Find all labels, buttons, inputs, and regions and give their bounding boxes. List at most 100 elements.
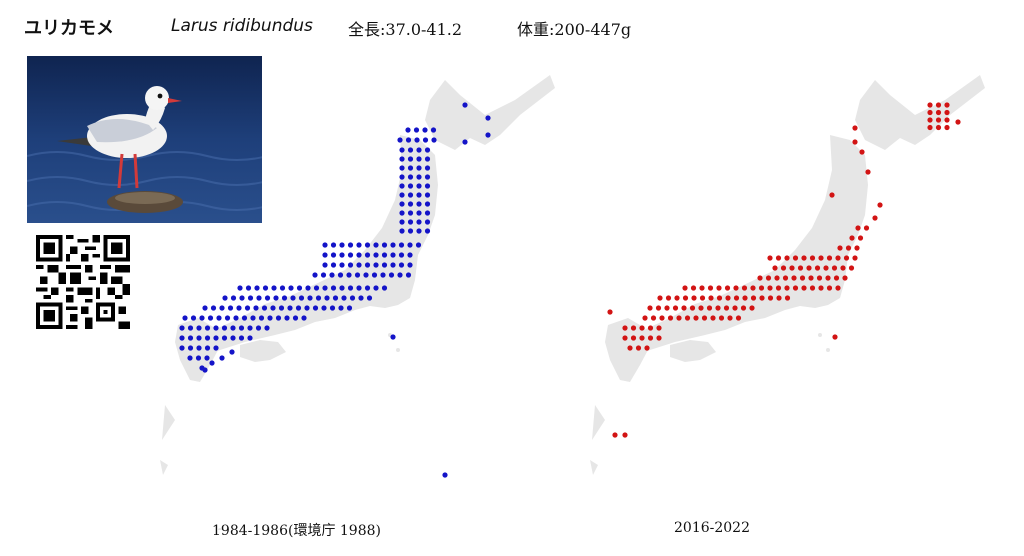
distribution-dot (425, 192, 430, 197)
distribution-dot (408, 219, 413, 224)
distribution-dot (331, 242, 336, 247)
distribution-dot (222, 295, 227, 300)
distribution-dot (390, 262, 395, 267)
distribution-dot (321, 305, 326, 310)
distribution-dot (425, 219, 430, 224)
distribution-dot (485, 115, 490, 120)
distribution-dot (683, 295, 688, 300)
distribution-dot (390, 252, 395, 257)
distribution-dot (348, 285, 353, 290)
distribution-dot (676, 315, 681, 320)
distribution-dot (330, 305, 335, 310)
distribution-dot (766, 275, 771, 280)
distribution-dot (213, 335, 218, 340)
distribution-dot (693, 315, 698, 320)
distribution-dot (818, 255, 823, 260)
distribution-dot (668, 315, 673, 320)
distribution-dot (188, 335, 193, 340)
distribution-dot (798, 265, 803, 270)
distribution-dot (681, 305, 686, 310)
distribution-dot (259, 315, 264, 320)
distribution-dot (408, 210, 413, 215)
map-caption-1984: 1984-1986(環境庁 1988) (212, 520, 381, 540)
distribution-dot (936, 110, 941, 115)
distribution-dot (656, 305, 661, 310)
distribution-dot (827, 255, 832, 260)
distribution-dot (407, 242, 412, 247)
distribution-dot (823, 265, 828, 270)
distribution-dot (673, 305, 678, 310)
distribution-dot (664, 305, 669, 310)
distribution-dot (846, 245, 851, 250)
distribution-dot (834, 275, 839, 280)
distribution-dot (305, 285, 310, 290)
distribution-dot (416, 147, 421, 152)
distribution-dot (852, 255, 857, 260)
distribution-dot (346, 272, 351, 277)
distribution-dot (810, 255, 815, 260)
distribution-dot (372, 272, 377, 277)
distribution-dot (674, 295, 679, 300)
distribution-dot (250, 315, 255, 320)
distribution-dot (313, 305, 318, 310)
distribution-dot (408, 174, 413, 179)
distribution-dot (648, 335, 653, 340)
distribution-dot (425, 165, 430, 170)
distribution-dot (751, 295, 756, 300)
distribution-dot (356, 262, 361, 267)
distribution-dot (373, 242, 378, 247)
distribution-dot (727, 315, 732, 320)
distribution-dot (341, 295, 346, 300)
distribution-dot (708, 295, 713, 300)
japanese-name: ユリカモメ (24, 14, 114, 40)
distribution-dot (363, 272, 368, 277)
distribution-dot (647, 305, 652, 310)
distribution-dot (416, 192, 421, 197)
distribution-dot (322, 285, 327, 290)
distribution-dot (855, 225, 860, 230)
qr-code[interactable] (36, 235, 130, 329)
distribution-dot (741, 305, 746, 310)
distribution-dot (389, 272, 394, 277)
distribution-dot (702, 315, 707, 320)
distribution-dot (927, 110, 932, 115)
distribution-dot (397, 272, 402, 277)
distribution-dot (322, 242, 327, 247)
distribution-dot (425, 228, 430, 233)
distribution-dot (373, 262, 378, 267)
distribution-dot (927, 117, 932, 122)
distribution-dot (685, 315, 690, 320)
distribution-dot (236, 305, 241, 310)
distribution-dot (759, 285, 764, 290)
distribution-dot (656, 325, 661, 330)
distribution-dot (322, 262, 327, 267)
distribution-dot (639, 325, 644, 330)
distribution-dot (399, 201, 404, 206)
distribution-dot (719, 315, 724, 320)
distribution-dot (715, 305, 720, 310)
distribution-dot (222, 335, 227, 340)
distribution-dot (793, 285, 798, 290)
distribution-dot (348, 242, 353, 247)
nansei-islands (160, 405, 175, 475)
distribution-dot (382, 242, 387, 247)
distribution-dot (382, 285, 387, 290)
distribution-dot (408, 156, 413, 161)
distribution-dot (399, 262, 404, 267)
distribution-dot (407, 262, 412, 267)
distribution-dot (927, 102, 932, 107)
distribution-dot (408, 201, 413, 206)
distribution-dot (791, 275, 796, 280)
distribution-dot (849, 235, 854, 240)
distribution-dot (399, 210, 404, 215)
distribution-dot (416, 210, 421, 215)
distribution-dot (622, 335, 627, 340)
distribution-dot (810, 285, 815, 290)
distribution-dot (944, 110, 949, 115)
distribution-dot (279, 305, 284, 310)
distribution-dot (188, 345, 193, 350)
distribution-dot (355, 272, 360, 277)
distribution-dot (877, 202, 882, 207)
distribution-dot (801, 285, 806, 290)
distribution-dot (774, 275, 779, 280)
